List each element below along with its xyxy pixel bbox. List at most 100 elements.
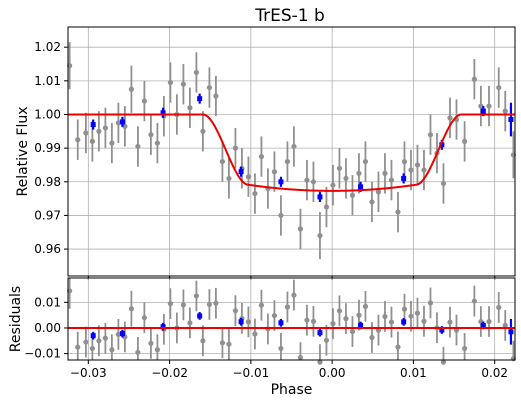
raw-data-point	[462, 138, 468, 145]
residual-raw-point	[167, 301, 174, 307]
raw-data-point	[362, 158, 369, 165]
residual-raw-point	[317, 359, 323, 365]
main-y-tick-label: 1.02	[34, 40, 61, 54]
residual-binned-point	[278, 320, 284, 326]
residual-raw-point	[395, 344, 401, 350]
binned-data-point	[480, 108, 486, 114]
residual-raw-point	[187, 320, 193, 326]
residual-raw-point	[471, 298, 477, 304]
residual-raw-point	[180, 302, 187, 308]
raw-data-point	[141, 98, 147, 104]
binned-data-point	[278, 179, 284, 185]
raw-data-point	[478, 103, 484, 109]
raw-data-point	[200, 128, 206, 134]
raw-data-point	[245, 174, 252, 180]
residual-raw-point	[304, 317, 310, 323]
residual-raw-point	[478, 318, 484, 325]
raw-data-point	[167, 79, 174, 86]
raw-data-point	[206, 84, 213, 91]
residual-raw-point	[278, 345, 284, 352]
residual-binned-point	[160, 324, 166, 330]
residual-raw-point	[336, 308, 343, 314]
residual-raw-point	[89, 345, 95, 352]
x-tick-label: −0.02	[151, 366, 188, 380]
raw-data-point	[317, 233, 323, 239]
raw-data-point	[109, 140, 115, 146]
residual-raw-point	[310, 318, 317, 324]
raw-data-point	[122, 123, 128, 129]
residual-raw-point	[427, 300, 434, 306]
residual-raw-point	[135, 349, 141, 355]
residual-raw-point	[356, 312, 362, 318]
raw-data-point	[252, 190, 258, 197]
raw-data-point	[135, 143, 141, 150]
residuals-raw-series	[67, 278, 516, 365]
raw-data-point	[128, 86, 134, 92]
main-y-axis-label: Relative Flux	[15, 106, 31, 196]
raw-data-point	[330, 182, 336, 188]
raw-data-point	[232, 145, 239, 151]
residual-raw-point	[213, 300, 219, 306]
residual-raw-point	[96, 338, 102, 344]
raw-data-point	[447, 115, 453, 121]
raw-data-point	[336, 165, 343, 171]
residuals-y-tick-label: 0.00	[34, 321, 61, 335]
raw-data-point	[284, 158, 291, 165]
raw-data-point	[271, 169, 278, 175]
residual-raw-point	[232, 308, 239, 314]
residual-raw-point	[343, 316, 349, 322]
raw-data-point	[427, 132, 434, 138]
raw-data-point	[414, 162, 421, 168]
main-plot-frame	[67, 26, 516, 277]
binned-data-point	[317, 194, 323, 200]
residual-raw-point	[193, 293, 200, 299]
main-y-tick-label: 0.96	[34, 242, 61, 256]
residual-raw-point	[440, 359, 447, 365]
residual-binned-point	[401, 319, 407, 325]
residual-raw-point	[291, 292, 297, 298]
raw-data-point	[219, 158, 226, 165]
main-y-ticks: 0.96 0.97 0.98 0.99 1.00 1.01 1.02	[34, 40, 496, 280]
residual-raw-point	[330, 321, 336, 327]
residual-binned-point	[238, 319, 244, 325]
residual-raw-point	[323, 337, 330, 343]
main-y-tick-label: 1.01	[34, 74, 61, 88]
binned-data-point	[197, 96, 203, 102]
residual-binned-point	[439, 327, 445, 333]
raw-data-point	[369, 199, 375, 205]
residual-raw-point	[200, 338, 206, 344]
raw-data-point	[440, 180, 447, 187]
residual-raw-point	[462, 345, 468, 352]
x-tick-label: −0.01	[232, 366, 269, 380]
residuals-plot-panel: −0.01 0.00 0.01 −0.03 −0.02 −0.01 0.00 0.01 0.0…	[24, 277, 516, 380]
x-tick-label: 0.01	[400, 366, 427, 380]
residuals-plot-frame	[67, 277, 516, 361]
residual-raw-point	[141, 315, 147, 321]
residual-raw-point	[102, 335, 108, 341]
raw-data-point	[115, 120, 121, 126]
binned-data-point	[508, 117, 514, 123]
raw-data-point	[297, 226, 304, 232]
residual-raw-point	[408, 313, 414, 319]
binned-data-point	[119, 119, 125, 125]
residual-raw-point	[252, 331, 258, 337]
raw-data-point	[102, 125, 108, 131]
residuals-y-tick-label: 0.01	[34, 295, 61, 309]
binned-data-point	[401, 175, 407, 181]
main-y-tick-label: 0.99	[34, 141, 61, 155]
raw-data-point	[96, 128, 102, 134]
raw-data-point	[502, 108, 508, 114]
raw-data-point	[213, 93, 219, 99]
residual-raw-point	[154, 347, 160, 353]
residual-raw-point	[447, 319, 453, 325]
main-y-tick-label: 0.97	[34, 208, 61, 222]
residual-binned-point	[480, 322, 486, 328]
raw-data-point	[343, 175, 349, 182]
residual-raw-point	[369, 334, 375, 341]
residual-raw-point	[219, 340, 226, 346]
residuals-binned-series	[90, 312, 514, 345]
raw-data-point	[278, 212, 284, 219]
residual-raw-point	[83, 339, 89, 345]
x-axis-label: Phase	[271, 382, 313, 398]
residual-binned-point	[358, 322, 364, 328]
